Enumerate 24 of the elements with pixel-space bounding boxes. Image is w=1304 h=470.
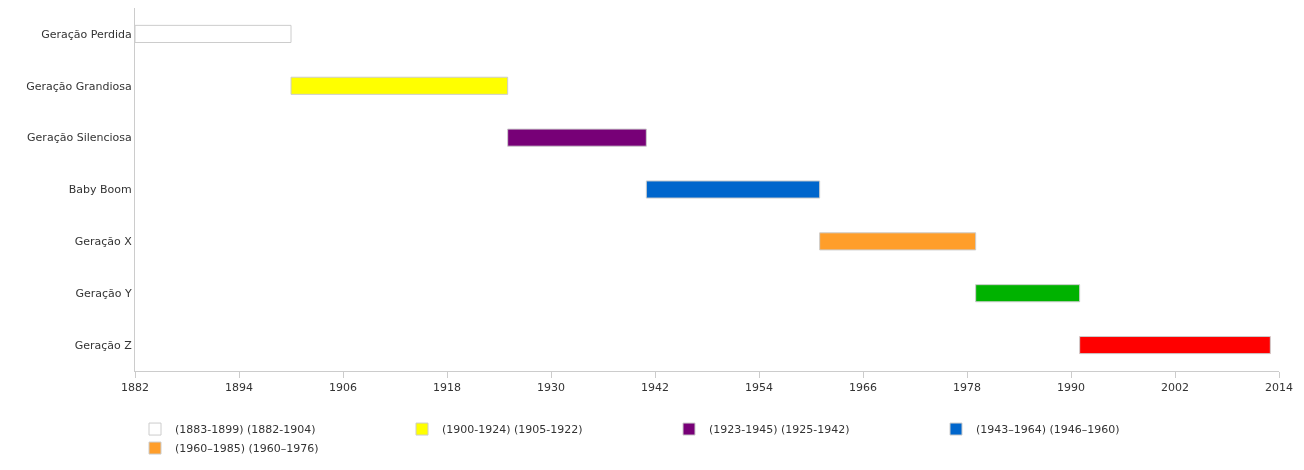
x-tick-label: 1954	[745, 381, 773, 395]
x-tick-label: 1990	[1057, 381, 1085, 395]
y-tick-label: Baby Boom	[68, 183, 132, 197]
y-tick-label: Geração Silenciosa	[27, 131, 132, 145]
legend-label: (1943–1964) (1946–1960)	[976, 423, 1120, 437]
y-tick-label: Geração Z	[74, 338, 133, 352]
legend-label: (1900-1924) (1905-1922)	[442, 423, 583, 437]
y-tick-label: Geração Perdida	[41, 27, 132, 41]
x-tick-label: 2014	[1265, 381, 1293, 395]
y-tick-label: Geração Grandiosa	[26, 79, 132, 93]
x-tick-label: 1882	[121, 381, 149, 395]
x-tick-label: 1894	[225, 381, 253, 395]
legend-label: (1960–1985) (1960–1976)	[175, 442, 319, 456]
x-tick-label: 1906	[329, 381, 357, 395]
x-tick-label: 1918	[433, 381, 461, 395]
x-tick-label: 2002	[1161, 381, 1189, 395]
x-tick-label: 1978	[953, 381, 981, 395]
x-tick-label: 1942	[641, 381, 669, 395]
legend-label: (1883-1899) (1882-1904)	[175, 423, 316, 437]
y-tick-label: Geração Y	[75, 287, 133, 301]
x-tick-label: 1966	[849, 381, 877, 395]
legend-label: (1923-1945) (1925-1942)	[709, 423, 850, 437]
x-tick-label: 1930	[537, 381, 565, 395]
y-tick-label: Geração X	[74, 235, 133, 249]
